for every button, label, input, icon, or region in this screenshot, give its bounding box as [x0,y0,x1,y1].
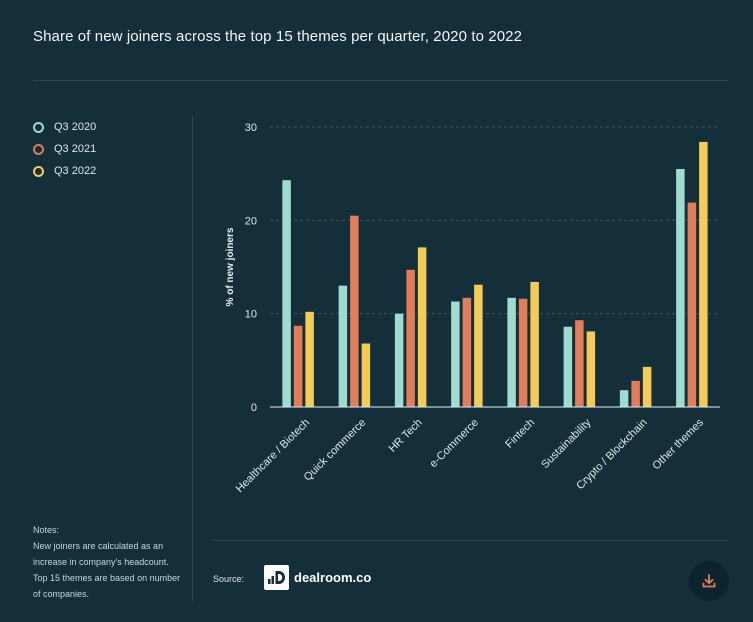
notes-heading: Notes: [33,525,60,535]
bar-q3-2021 [462,297,472,407]
bar-q3-2022 [417,247,427,407]
y-tick-label: 0 [251,402,257,414]
y-tick-label: 10 [245,309,257,321]
bar-q3-2021 [518,298,528,407]
bar-q3-2021 [687,202,697,407]
x-tick-label: Fintech [503,417,537,451]
bar-q3-2020 [394,313,404,407]
bar-q3-2021 [350,215,359,407]
download-icon [702,574,716,588]
bar-q3-2022 [361,343,371,407]
x-tick-label: Sustainability [539,416,594,471]
legend-marker-icon [33,143,44,155]
notes: Notes: New joiners are calculated as an … [33,522,183,602]
legend-item-q3-2022[interactable]: Q3 2022 [33,160,96,182]
bar-q3-2022 [305,311,314,407]
download-button[interactable] [689,561,729,601]
logo-text: dealroom.co [294,570,372,585]
legend-item-q3-2020[interactable]: Q3 2020 [33,116,96,138]
legend-label: Q3 2020 [54,121,97,133]
x-tick-label: Healthcare / Biotech [234,417,313,496]
x-tick-label: e-Commerce [428,417,481,470]
y-tick-label: 30 [245,122,257,134]
legend: Q3 2020 Q3 2021 Q3 2022 [33,116,96,182]
legend-divider [192,116,193,601]
notes-text: New joiners are calculated as an increas… [33,541,181,599]
dealroom-logo[interactable]: dealroom.co [264,565,371,590]
bar-q3-2020 [676,169,685,407]
legend-marker-icon [33,121,44,133]
legend-label: Q3 2022 [54,165,97,177]
bar-q3-2022 [699,141,708,407]
source-label: Source: [213,574,245,584]
bar-q3-2021 [293,325,303,407]
bar-q3-2021 [631,380,640,407]
legend-marker-icon [33,165,44,177]
bar-q3-2022 [474,284,483,407]
x-tick-label: HR Tech [387,417,425,455]
legend-item-q3-2021[interactable]: Q3 2021 [33,138,96,160]
bar-q3-2021 [575,320,584,407]
bar-q3-2020 [282,180,291,407]
bar-chart: 0 10 20 30 % of new joiners Healthcare / Biot… [225,122,720,496]
y-axis-label: % of new joiners [225,227,236,306]
bar-q3-2020 [563,326,573,407]
legend-label: Q3 2021 [54,143,97,155]
y-tick-label: 20 [245,215,257,227]
bar-q3-2022 [642,366,652,407]
x-tick-label: Other themes [650,416,706,472]
bar-q3-2020 [507,297,516,407]
dealroom-logo-icon [264,565,289,590]
header-divider [33,80,728,81]
bar-q3-2020 [619,390,629,407]
bar-q3-2020 [451,301,460,407]
bar-q3-2021 [406,269,415,407]
chart-title: Share of new joiners across the top 15 t… [33,28,523,45]
bar-q3-2022 [530,281,539,407]
bar-q3-2020 [338,285,348,407]
footer-divider [213,540,728,541]
x-tick-label: Quick commerce [302,417,369,484]
bar-q3-2022 [586,331,596,407]
